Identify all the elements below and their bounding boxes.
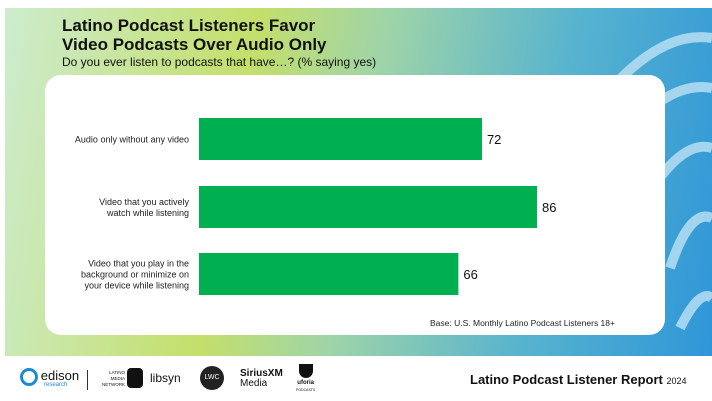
category-label: Audio only without any video: [75, 135, 189, 145]
bar: [199, 118, 482, 160]
subtitle: Do you ever listen to podcasts that have…: [62, 55, 377, 69]
bar: [199, 186, 537, 228]
data-label: 66: [463, 267, 477, 282]
category-label: watch while listening: [106, 208, 189, 218]
edison-e-icon: [20, 368, 38, 387]
siriusxm-text: SiriusXM: [240, 368, 283, 379]
edison-sub: research: [44, 382, 68, 389]
uforia-sub: PODCASTS: [296, 388, 316, 392]
uforia-mark-icon: [298, 364, 313, 378]
edison-logo: edison research: [20, 368, 79, 388]
report-title-text: Latino Podcast Listener Report: [470, 372, 663, 387]
siriusxm-logo: SiriusXM Media: [240, 369, 283, 389]
category-label: Video that you actively: [99, 197, 189, 207]
uforia-logo: uforia PODCASTS: [296, 364, 315, 394]
page-title: Latino Podcast Listeners Favor Video Pod…: [62, 16, 327, 54]
uforia-text: uforia: [297, 380, 314, 386]
lwc-logo: LWC: [200, 366, 224, 390]
lmn-logo: LATINO MEDIA NETWORK: [102, 370, 125, 387]
edison-text: edison: [40, 368, 80, 383]
category-label: your device while listening: [84, 281, 189, 291]
category-label: background or minimize on: [81, 270, 189, 280]
category-label: Video that you play in the: [88, 259, 189, 269]
data-label: 72: [487, 132, 501, 147]
data-label: 86: [542, 200, 556, 215]
libsyn-logo: libsyn: [150, 371, 181, 385]
title-line-2: Video Podcasts Over Audio Only: [62, 35, 327, 54]
base-note: Base: U.S. Monthly Latino Podcast Listen…: [430, 318, 615, 328]
bar: [199, 253, 459, 295]
report-year: 2024: [666, 376, 687, 386]
title-line-1: Latino Podcast Listeners Favor: [62, 16, 316, 35]
logo-divider: [87, 370, 88, 390]
report-title: Latino Podcast Listener Report 2024: [470, 372, 687, 387]
siriusxm-sub: Media: [240, 378, 268, 389]
lmn-mark-icon: [127, 368, 143, 388]
